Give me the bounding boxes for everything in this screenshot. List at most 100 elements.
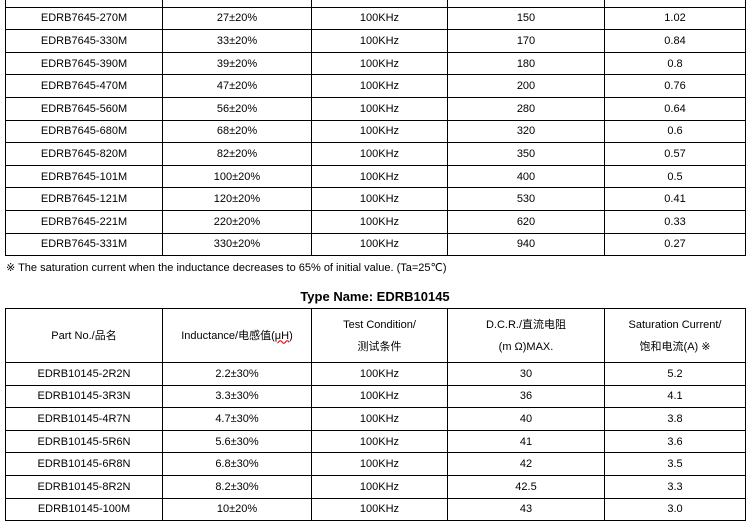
header-saturation-current: Saturation Current/饱和电流(A) ※ (604, 308, 746, 363)
test-condition-cell (311, 0, 448, 8)
part-no-cell: EDRB7645-121M (5, 187, 163, 211)
part-no-cell: EDRB7645-221M (5, 209, 163, 234)
table-row: EDRB10145-4R7N 4.7±30% 100KHz 40 3.8 (5, 407, 746, 431)
dcr-cell: 620 (447, 209, 605, 234)
table-row: EDRB10145-3R3N 3.3±30% 100KHz 36 4.1 (5, 384, 746, 409)
part-no-cell: EDRB7645-820M (5, 142, 163, 166)
dcr-cell: 350 (447, 142, 605, 166)
test-condition-cell: 100KHz (311, 429, 448, 454)
dcr-cell: 41 (447, 429, 605, 454)
inductance-cell: 33±20% (162, 29, 312, 53)
saturation-current-cell (604, 0, 746, 8)
saturation-current-cell: 3.0 (604, 497, 746, 521)
test-condition-cell: 100KHz (311, 6, 448, 31)
dcr-cell: 42.5 (447, 474, 605, 499)
inductance-cell: 120±20% (162, 187, 312, 211)
header-inductance-unit: μH (274, 329, 290, 342)
saturation-note: ※ The saturation current when the induct… (6, 262, 447, 274)
saturation-current-cell: 0.64 (604, 96, 746, 121)
table-row: EDRB7645-270M 27±20% 100KHz 150 1.02 (5, 6, 746, 31)
table-row: EDRB10145-100M 10±20% 100KHz 43 3.0 (5, 497, 746, 521)
saturation-current-cell: 3.3 (604, 474, 746, 499)
inductance-cell: 6.8±30% (162, 452, 312, 476)
saturation-current-cell: 3.5 (604, 452, 746, 476)
inductance-cell: 8.2±30% (162, 474, 312, 499)
saturation-current-cell: 0.57 (604, 142, 746, 166)
header-test-line2: 测试条件 (357, 340, 402, 353)
inductance-cell: 5.6±30% (162, 429, 312, 454)
inductance-cell: 220±20% (162, 209, 312, 234)
part-no-cell: EDRB10145-100M (5, 497, 163, 521)
dcr-cell (447, 0, 605, 8)
table-row: EDRB10145-2R2N 2.2±30% 100KHz 30 5.2 (5, 362, 746, 386)
saturation-current-cell: 0.6 (604, 119, 746, 144)
test-condition-cell: 100KHz (311, 452, 448, 476)
part-no-cell: EDRB7645-390M (5, 51, 163, 76)
inductance-cell: 82±20% (162, 142, 312, 166)
test-condition-cell: 100KHz (311, 209, 448, 234)
table-row: EDRB10145-6R8N 6.8±30% 100KHz 42 3.5 (5, 452, 746, 476)
saturation-current-cell: 4.1 (604, 384, 746, 409)
saturation-current-cell: 0.27 (604, 232, 746, 257)
inductance-cell: 10±20% (162, 497, 312, 521)
saturation-current-cell: 3.8 (604, 407, 746, 431)
table-row: EDRB7645-470M 47±20% 100KHz 200 0.76 (5, 74, 746, 98)
inductance-cell (162, 0, 312, 8)
saturation-current-cell: 1.02 (604, 6, 746, 31)
dcr-cell: 30 (447, 362, 605, 386)
header-inductance-close: ) (289, 329, 293, 342)
part-no-cell: EDRB7645-330M (5, 29, 163, 53)
saturation-current-cell: 0.8 (604, 51, 746, 76)
test-condition-cell: 100KHz (311, 407, 448, 431)
spec-table-edrb7645: EDRB7645-270M 27±20% 100KHz 150 1.02 EDRB7645… (5, 0, 746, 257)
test-condition-cell: 100KHz (311, 187, 448, 211)
table-row: EDRB7645-680M 68±20% 100KHz 320 0.6 (5, 119, 746, 144)
dcr-cell: 150 (447, 6, 605, 31)
inductance-cell: 330±20% (162, 232, 312, 257)
inductance-cell: 2.2±30% (162, 362, 312, 386)
table-row: EDRB7645-121M 120±20% 100KHz 530 0.41 (5, 187, 746, 211)
table-row: EDRB10145-8R2N 8.2±30% 100KHz 42.5 3.3 (5, 474, 746, 499)
inductance-cell: 100±20% (162, 164, 312, 189)
saturation-current-cell: 3.6 (604, 429, 746, 454)
table-row: EDRB7645-221M 220±20% 100KHz 620 0.33 (5, 209, 746, 234)
saturation-current-cell: 0.33 (604, 209, 746, 234)
header-row: Part No./品名 Inductance/电感值(μH) Test Cond… (5, 308, 746, 363)
header-sat-line1: Saturation Current/ (628, 318, 722, 331)
dcr-cell: 940 (447, 232, 605, 257)
inductance-cell: 47±20% (162, 74, 312, 98)
saturation-current-cell: 0.76 (604, 74, 746, 98)
part-no-cell: EDRB7645-560M (5, 96, 163, 121)
inductance-cell: 56±20% (162, 96, 312, 121)
part-no-cell: EDRB7645-331M (5, 232, 163, 257)
saturation-current-cell: 5.2 (604, 362, 746, 386)
part-no-cell: EDRB10145-4R7N (5, 407, 163, 431)
dcr-cell: 40 (447, 407, 605, 431)
dcr-cell: 36 (447, 384, 605, 409)
table-row: EDRB7645-820M 82±20% 100KHz 350 0.57 (5, 142, 746, 166)
type-name-title: Type Name: EDRB10145 (300, 289, 450, 304)
dcr-cell: 200 (447, 74, 605, 98)
saturation-current-cell: 0.41 (604, 187, 746, 211)
inductance-cell: 39±20% (162, 51, 312, 76)
dcr-cell: 42 (447, 452, 605, 476)
test-condition-cell: 100KHz (311, 74, 448, 98)
table-row: EDRB10145-5R6N 5.6±30% 100KHz 41 3.6 (5, 429, 746, 454)
dcr-cell: 280 (447, 96, 605, 121)
test-condition-cell: 100KHz (311, 362, 448, 386)
part-no-cell (5, 0, 163, 8)
test-condition-cell: 100KHz (311, 384, 448, 409)
dcr-cell: 400 (447, 164, 605, 189)
inductance-cell: 4.7±30% (162, 407, 312, 431)
spec-table-edrb10145: Part No./品名 Inductance/电感值(μH) Test Cond… (5, 308, 746, 521)
dcr-cell: 180 (447, 51, 605, 76)
header-test-condition: Test Condition/测试条件 (311, 308, 448, 363)
dcr-cell: 530 (447, 187, 605, 211)
part-no-cell: EDRB10145-5R6N (5, 429, 163, 454)
saturation-current-cell: 0.5 (604, 164, 746, 189)
inductance-cell: 68±20% (162, 119, 312, 144)
part-no-cell: EDRB10145-6R8N (5, 452, 163, 476)
inductance-cell: 3.3±30% (162, 384, 312, 409)
part-no-cell: EDRB10145-3R3N (5, 384, 163, 409)
header-sat-line2: 饱和电流(A) ※ (639, 340, 711, 353)
